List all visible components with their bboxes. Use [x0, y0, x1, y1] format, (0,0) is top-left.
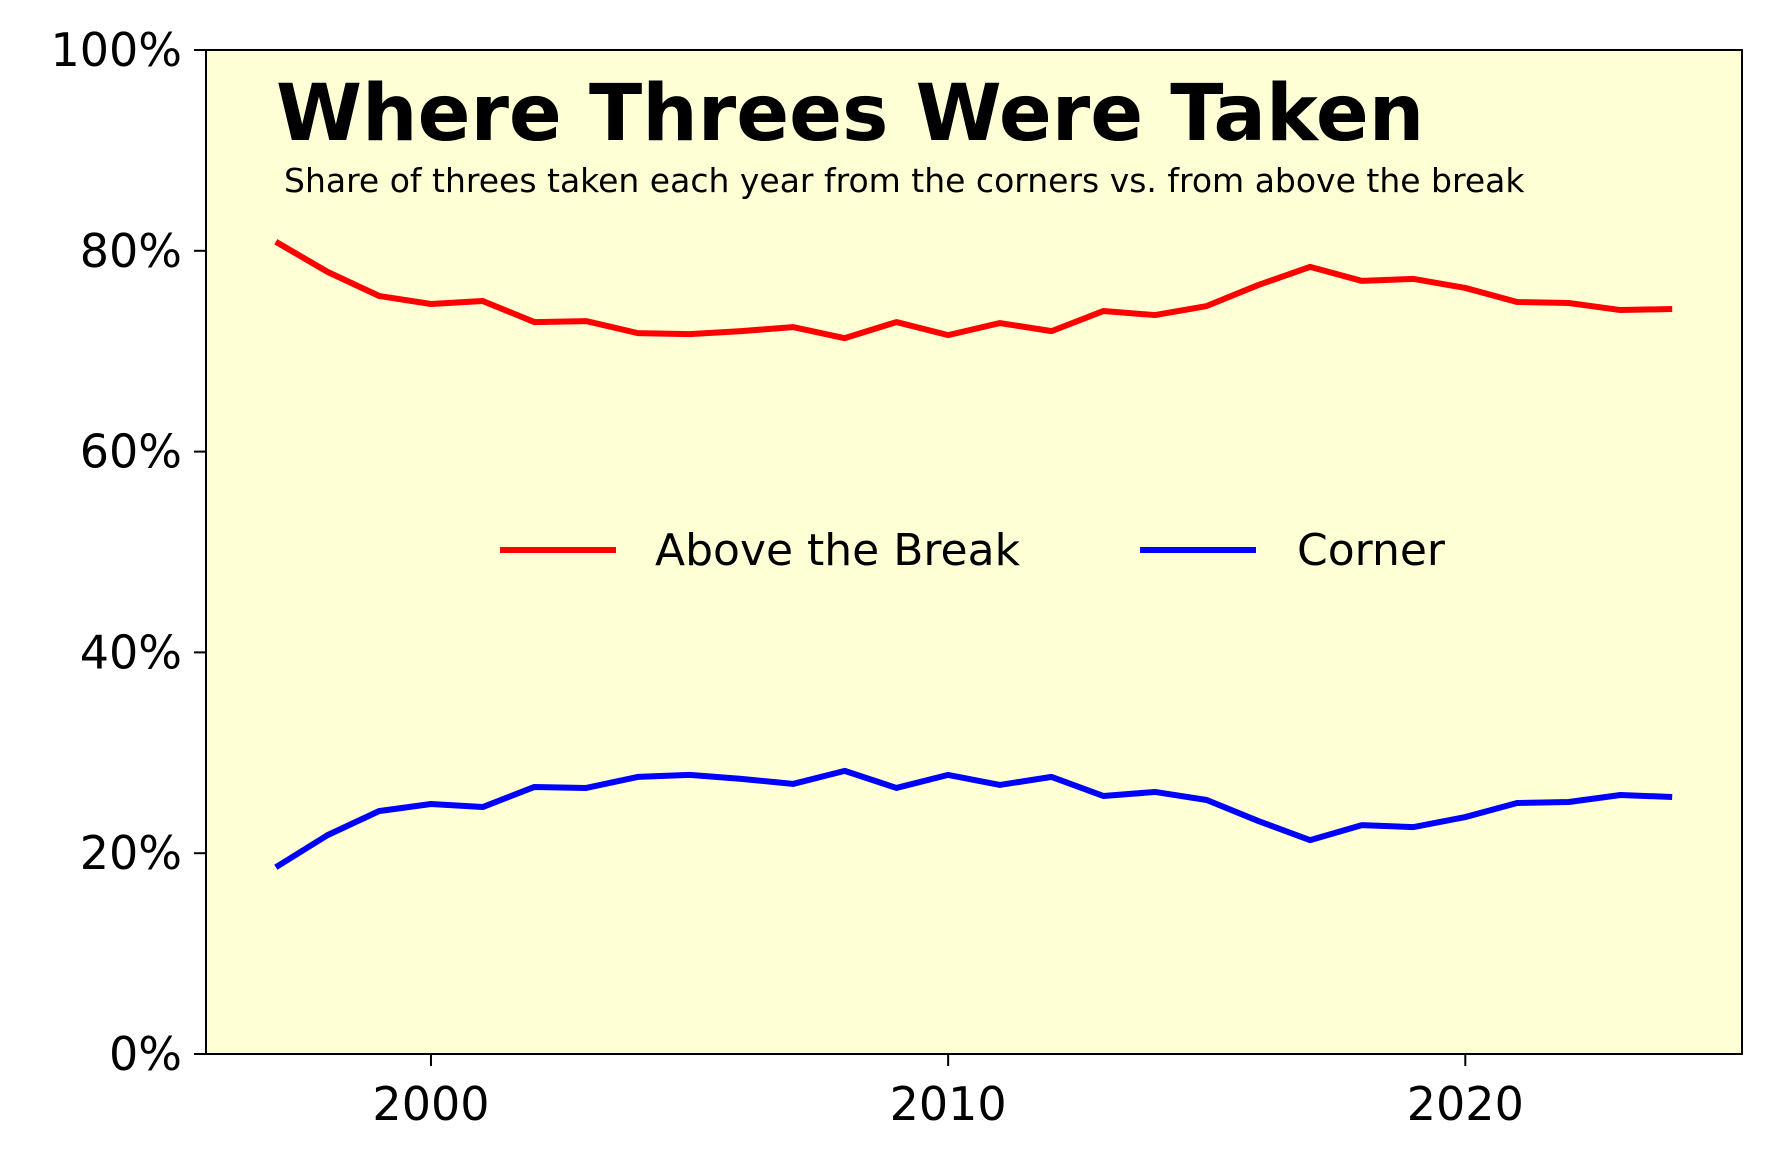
- y-tick-label: 60%: [80, 425, 182, 479]
- y-tick-label: 40%: [80, 625, 182, 679]
- series-line-corner: [274, 767, 1673, 870]
- y-tick-label: 0%: [109, 1027, 182, 1081]
- axis-layer: 0% 20% 40% 60% 80% 100% 2000 2010 2020: [50, 23, 1523, 1131]
- x-tick-label: 2020: [1407, 1077, 1524, 1131]
- legend: Above the Break Corner: [500, 525, 1446, 576]
- x-tick-label: 2010: [890, 1077, 1007, 1131]
- y-tick-label: 100%: [50, 23, 182, 77]
- series-layer: [274, 239, 1673, 870]
- y-tick-label: 80%: [80, 224, 182, 278]
- legend-label-above-the-break: Above the Break: [655, 525, 1021, 576]
- chart-subtitle: Share of threes taken each year from the…: [284, 161, 1525, 200]
- series-line-above-the-break: [274, 239, 1673, 342]
- y-tick-label: 20%: [80, 826, 182, 880]
- plot-background: [206, 50, 1742, 1054]
- plot-frame: [205, 49, 1743, 1055]
- x-tick-label: 2000: [372, 1077, 489, 1131]
- legend-label-corner: Corner: [1297, 525, 1446, 576]
- chart-title: Where Threes Were Taken: [276, 69, 1424, 159]
